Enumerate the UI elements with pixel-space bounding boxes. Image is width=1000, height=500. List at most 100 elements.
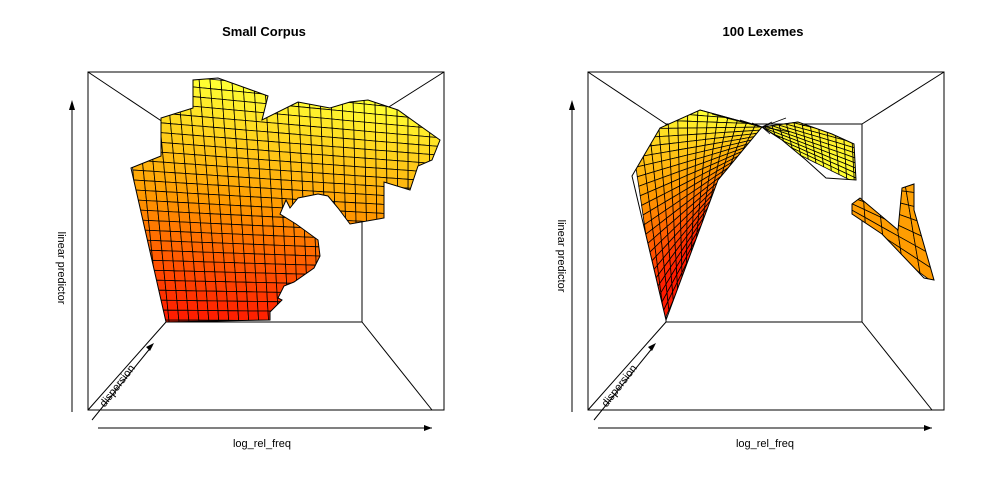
surface-cell xyxy=(271,197,283,209)
surface-cell xyxy=(266,291,278,303)
surface-cell xyxy=(169,113,182,126)
surface-cell xyxy=(366,257,378,268)
surface-cell xyxy=(365,193,378,205)
panel-2-y-axis-arrow xyxy=(593,345,655,421)
surface-cell xyxy=(159,122,172,134)
surface-cell xyxy=(233,262,246,274)
surface-cell xyxy=(188,212,201,224)
surface-cell xyxy=(439,189,440,201)
surface-cell xyxy=(180,231,193,243)
surface-cell xyxy=(152,161,165,173)
surface-cell xyxy=(157,102,171,115)
surface-cell xyxy=(212,251,225,263)
surface-cell xyxy=(344,201,357,213)
surface-cell xyxy=(299,124,312,137)
surface-cell xyxy=(236,300,249,312)
surface-cell xyxy=(239,195,252,207)
surface-cell xyxy=(337,311,349,322)
surface-cell xyxy=(346,283,359,295)
panel-1-x-arrowhead xyxy=(424,425,432,431)
surface-cell xyxy=(889,184,907,192)
surface-cell xyxy=(396,151,409,162)
surface-cell xyxy=(334,219,347,231)
surface-cell xyxy=(428,197,440,209)
surface-cell xyxy=(336,265,348,276)
surface-cell xyxy=(193,270,206,282)
surface-cell xyxy=(438,224,440,235)
surface-cell xyxy=(428,276,440,287)
surface-cell xyxy=(200,106,214,119)
surface-cell xyxy=(632,118,641,130)
surface-cell xyxy=(428,268,440,279)
surface-cell xyxy=(261,215,274,227)
surface-cell xyxy=(224,127,237,140)
surface-cell xyxy=(325,255,338,267)
surface-cell xyxy=(166,201,180,213)
surface-cell xyxy=(190,231,203,243)
surface-cell xyxy=(861,184,878,189)
surface-cell xyxy=(193,261,206,273)
surface-cell xyxy=(322,163,335,175)
surface-cell xyxy=(246,300,259,312)
surface-cell xyxy=(235,138,248,150)
surface-cell xyxy=(385,123,398,135)
surface-cell xyxy=(256,130,269,142)
surface-cell xyxy=(407,134,420,146)
surface-cell xyxy=(271,206,284,218)
surface-cell xyxy=(265,282,278,293)
panel-2-x-arrowhead xyxy=(924,425,932,431)
surface-cell xyxy=(277,310,290,322)
surface-cell xyxy=(762,122,772,124)
surface-cell xyxy=(221,98,235,111)
surface-cell xyxy=(273,235,285,246)
surface-cell xyxy=(386,141,398,153)
surface-cell xyxy=(144,190,158,202)
surface-cell xyxy=(186,182,199,195)
surface-cell xyxy=(367,275,379,286)
surface-cell xyxy=(200,96,213,109)
surface-cell xyxy=(333,182,346,194)
surface-cell xyxy=(154,78,168,85)
surface-cell xyxy=(632,128,642,139)
surface-cell xyxy=(162,151,175,164)
panel-1-y-label: dispersion xyxy=(97,363,137,410)
surface-cell xyxy=(309,107,322,119)
surface-cell xyxy=(268,159,281,171)
panel-1-edge-tl xyxy=(87,71,167,125)
panel-2-z-label: linear predictor xyxy=(555,220,567,293)
surface-cell xyxy=(320,108,333,120)
surface-cell xyxy=(185,173,198,185)
surface-cell xyxy=(161,250,174,262)
surface-cell xyxy=(146,299,159,311)
surface-cell xyxy=(418,108,431,120)
surface-cell xyxy=(229,204,242,216)
surface-cell xyxy=(439,163,440,174)
surface-cell xyxy=(298,115,311,127)
surface-cell xyxy=(254,262,267,274)
surface-cell xyxy=(439,172,440,183)
surface-cell xyxy=(273,244,286,256)
surface-cell xyxy=(256,291,268,303)
surface-cell xyxy=(142,170,156,182)
surface-cell xyxy=(247,310,260,321)
surface-cell xyxy=(183,153,196,165)
surface-cell xyxy=(236,147,249,160)
surface-cell xyxy=(205,290,218,302)
surface-cell xyxy=(245,281,258,293)
surface-cell xyxy=(377,311,389,322)
surface-cell xyxy=(150,239,163,252)
surface-cell xyxy=(233,109,246,121)
surface-cell xyxy=(297,301,309,312)
panel-1-surface-outline xyxy=(130,77,441,323)
surface-cell xyxy=(755,119,762,125)
surface-cell xyxy=(201,241,214,253)
surface-cell xyxy=(171,142,185,155)
surface-cell xyxy=(438,215,440,227)
surface-cell xyxy=(195,290,208,302)
surface-cell xyxy=(164,171,177,184)
panel-1-z-axis: linear predictor xyxy=(55,100,75,412)
surface-cell xyxy=(363,103,376,115)
surface-cell xyxy=(407,232,419,243)
surface-cell xyxy=(199,212,212,224)
surface-cell xyxy=(715,121,728,129)
